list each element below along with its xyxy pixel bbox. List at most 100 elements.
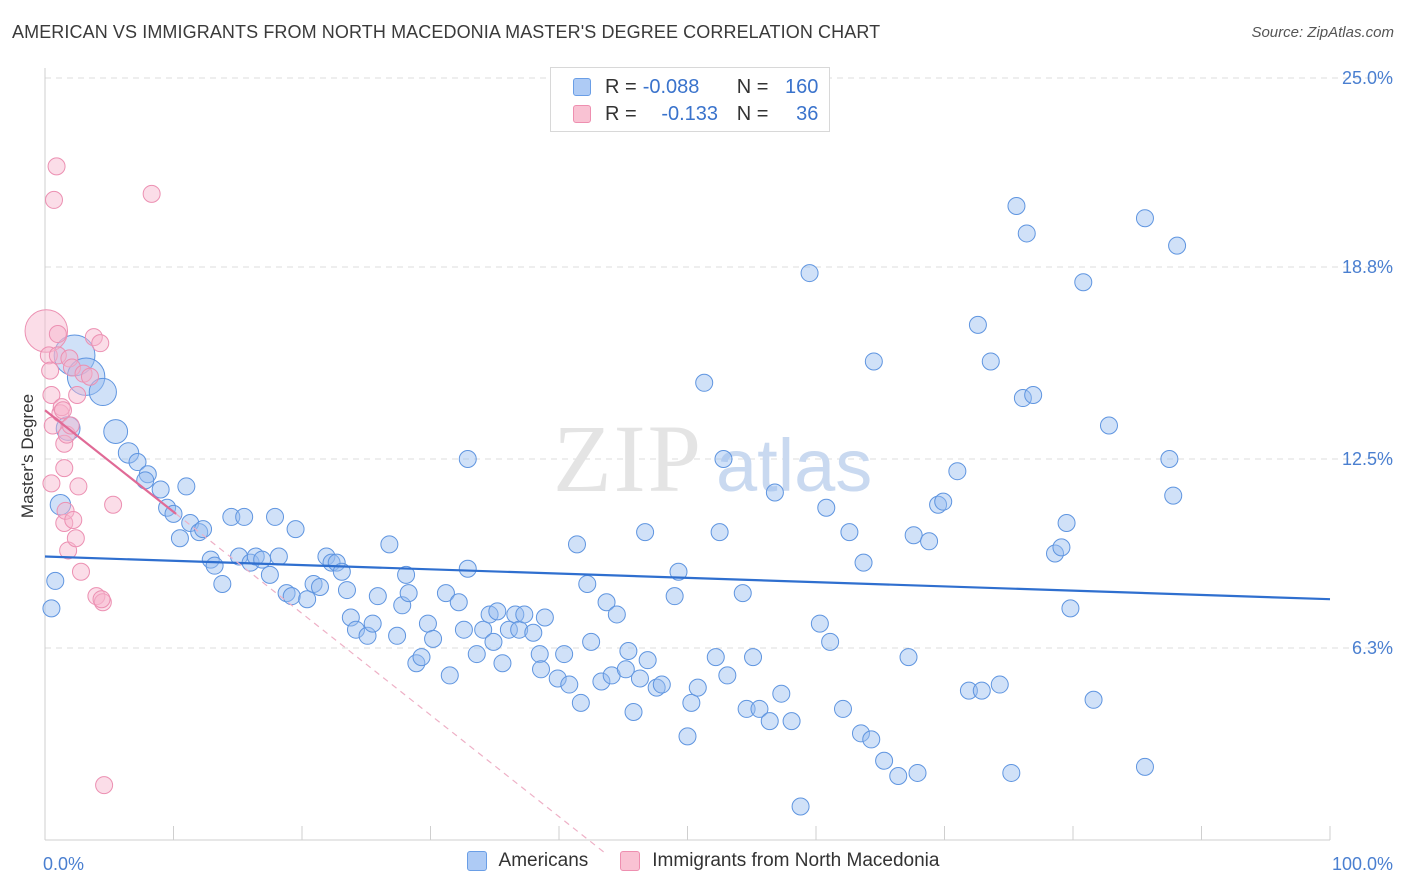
- american-point: [706, 648, 725, 667]
- americans-points: [42, 197, 1187, 816]
- american-point: [260, 565, 279, 584]
- grid-lines: [45, 77, 1392, 649]
- american-point: [889, 766, 908, 785]
- american-point: [222, 507, 241, 526]
- american-point: [733, 584, 752, 603]
- legend-item-americans[interactable]: Americans: [466, 850, 588, 872]
- legend-item-macedonia[interactable]: Immigrants from North Macedonia: [620, 850, 939, 872]
- macedonia-point: [69, 477, 88, 496]
- american-point: [929, 495, 948, 514]
- macedonia-point: [42, 474, 61, 493]
- legend-label-macedonia: Immigrants from North Macedonia: [652, 850, 940, 871]
- american-point: [548, 669, 567, 688]
- american-point: [1024, 385, 1043, 404]
- american-point: [555, 645, 574, 664]
- american-point: [310, 578, 329, 597]
- american-point: [920, 532, 939, 551]
- american-point: [282, 587, 301, 606]
- american-point: [399, 584, 418, 603]
- american-point: [682, 693, 701, 712]
- american-point: [488, 602, 507, 621]
- macedonia-point: [53, 401, 72, 420]
- chart-title: AMERICAN VS IMMIGRANTS FROM NORTH MACEDO…: [12, 22, 881, 42]
- american-point: [42, 599, 61, 618]
- american-point: [908, 763, 927, 782]
- macedonia-point: [61, 416, 80, 435]
- american-point: [128, 453, 147, 472]
- american-point: [772, 684, 791, 703]
- american-point: [582, 632, 601, 651]
- macedonia-point: [56, 501, 75, 520]
- american-point: [791, 797, 810, 816]
- american-point: [388, 626, 407, 645]
- macedonia-point: [48, 325, 67, 344]
- macedonia-point: [80, 367, 99, 386]
- american-point: [636, 523, 655, 542]
- american-point: [286, 520, 305, 539]
- macedonia-point: [93, 593, 112, 612]
- y-tick-label: 25.0%: [1342, 68, 1393, 88]
- american-point: [862, 730, 881, 749]
- macedonia-point: [52, 398, 71, 417]
- macedonia-trend-line: [44, 409, 177, 515]
- american-point: [1099, 416, 1118, 435]
- series-legend: Americans Immigrants from North Macedoni…: [0, 850, 1406, 872]
- american-point: [630, 669, 649, 688]
- american-point: [266, 507, 285, 526]
- macedonia-point: [55, 459, 74, 478]
- macedonia-point: [66, 529, 85, 548]
- american-point: [678, 727, 697, 746]
- american-point: [205, 556, 224, 575]
- macedonia-point: [68, 385, 87, 404]
- legend-swatch-macedonia: [573, 105, 591, 123]
- american-point: [1074, 273, 1093, 292]
- macedonia-point: [92, 590, 111, 609]
- y-tick-label: 12.5%: [1342, 449, 1393, 469]
- american-point: [619, 642, 638, 661]
- macedonia-point: [142, 184, 161, 203]
- american-point: [337, 581, 356, 600]
- watermark-zip: ZIP: [553, 405, 703, 512]
- american-point: [474, 620, 493, 639]
- american-point: [269, 547, 288, 566]
- american-point: [418, 614, 437, 633]
- source-note: Source: ZipAtlas.com: [1251, 24, 1394, 41]
- x-tick-label: 0.0%: [43, 854, 84, 874]
- macedonia-trend-extension: [175, 513, 606, 854]
- american-point: [904, 526, 923, 545]
- american-point: [899, 648, 918, 667]
- legend-row-macedonia: R = -0.133 N = 36: [573, 101, 818, 127]
- american-point: [638, 651, 657, 670]
- american-point: [213, 574, 232, 593]
- american-point: [665, 587, 684, 606]
- macedonia-point: [41, 361, 60, 380]
- macedonia-points: [24, 157, 161, 795]
- x-tick-labels: 0.0% 100.0%: [43, 854, 1393, 874]
- american-point: [1084, 690, 1103, 709]
- american-point: [688, 678, 707, 697]
- american-point: [458, 559, 477, 578]
- american-point: [744, 648, 763, 667]
- american-point: [851, 724, 870, 743]
- macedonia-point: [48, 346, 67, 365]
- american-point: [560, 675, 579, 694]
- american-point: [170, 529, 189, 548]
- american-point: [253, 550, 272, 569]
- watermark-atlas: atlas: [716, 424, 872, 507]
- american-point: [695, 373, 714, 392]
- legend-r-label: R =: [605, 102, 637, 125]
- american-point: [578, 574, 597, 593]
- american-point: [1007, 197, 1026, 216]
- x-tick-label: 100.0%: [1332, 854, 1393, 874]
- american-point: [710, 523, 729, 542]
- american-point: [493, 654, 512, 673]
- american-point: [380, 535, 399, 554]
- legend-r-value: -0.088: [642, 75, 700, 98]
- american-point: [1061, 599, 1080, 618]
- american-point: [1017, 224, 1036, 243]
- american-point: [934, 492, 953, 511]
- american-point: [499, 620, 518, 639]
- american-point: [810, 614, 829, 633]
- american-point: [368, 587, 387, 606]
- american-point: [592, 672, 611, 691]
